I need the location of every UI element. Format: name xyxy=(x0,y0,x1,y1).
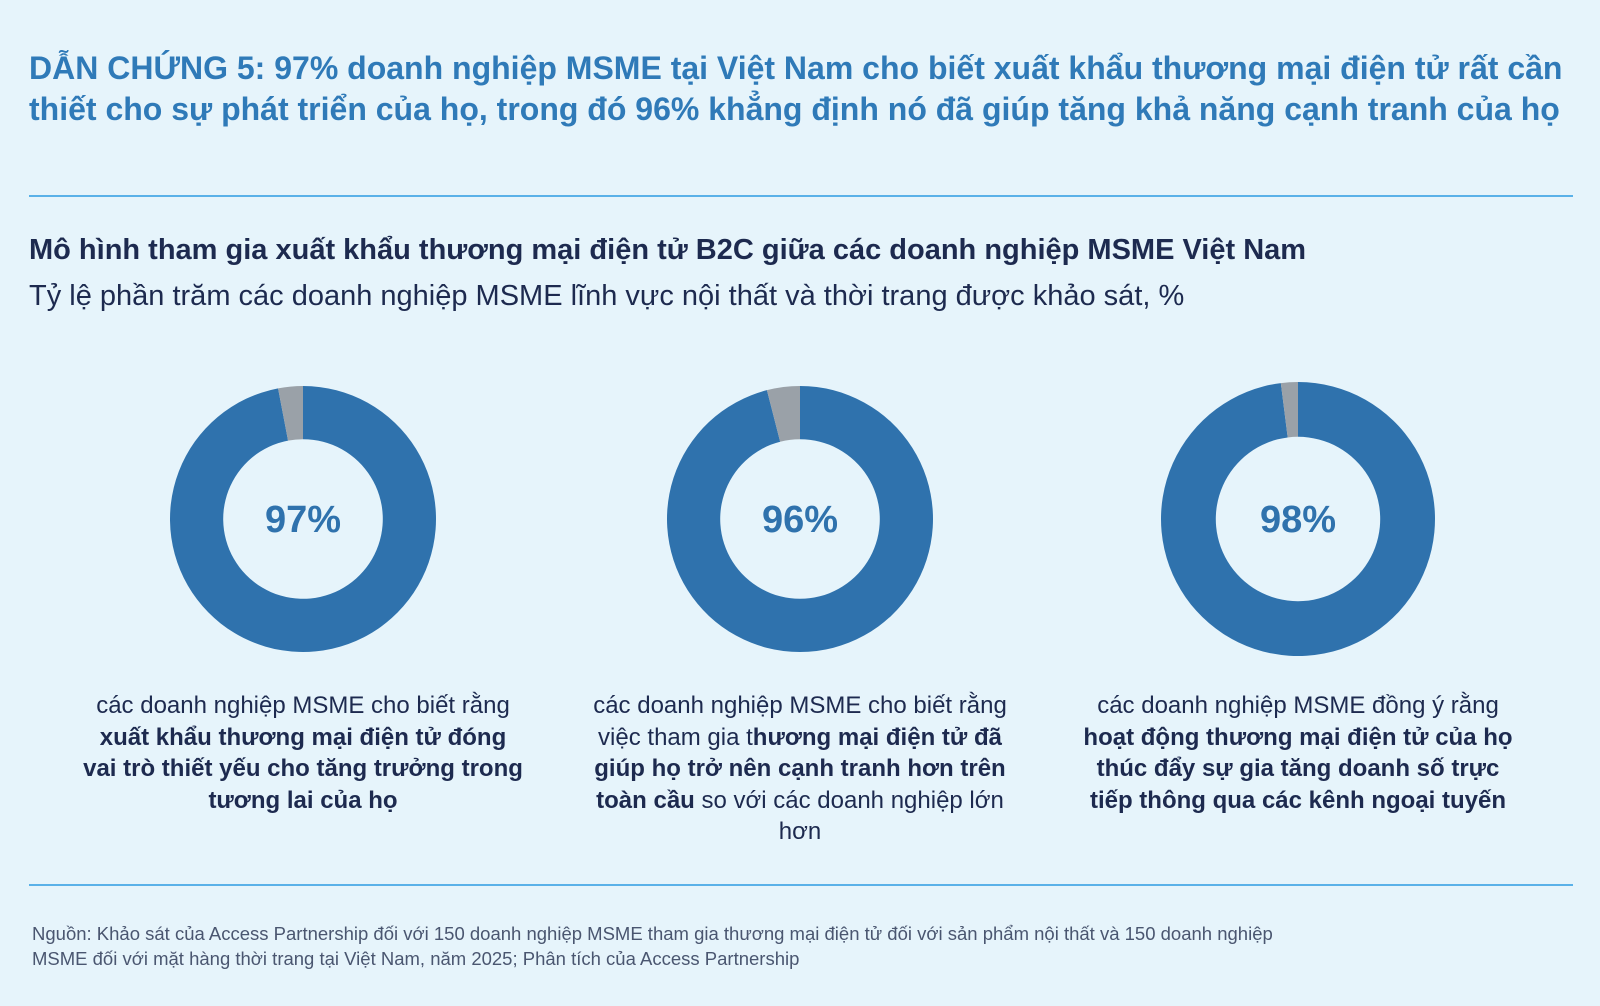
donut-1-caption-part-2: xuất khẩu thương mại điện tử đóng vai tr… xyxy=(83,723,523,814)
donut-1-value-segment xyxy=(170,386,437,653)
donut-2-value-label: 96% xyxy=(762,499,838,541)
donut-3-value-segment xyxy=(1160,382,1435,657)
donut-2-caption-part-1: các doanh nghiệp MSME cho biết rằng việc… xyxy=(593,692,1007,751)
donut-1-value-label: 97% xyxy=(265,499,341,541)
donut-3-caption-part-1: các doanh nghiệp MSME đồng ý rằng xyxy=(1097,692,1499,719)
source-note: Nguồn: Khảo sát của Access Partnership đ… xyxy=(32,923,1273,969)
donut-2-value-segment xyxy=(666,386,933,652)
donut-1-caption-part-1: các doanh nghiệp MSME cho biết rằng xyxy=(96,692,510,719)
donut-2-caption-part-3: so với các doanh nghiệp lớn hơn xyxy=(694,786,1004,846)
chart-title: Mô hình tham gia xuất khẩu thương mại đi… xyxy=(29,234,1307,266)
donut-2-caption-part-2: hương mại điện tử đã giúp họ trở nên cạn… xyxy=(594,723,1006,814)
donut-caption-3: các doanh nghiệp MSME đồng ý rằng hoạt đ… xyxy=(1078,690,1518,816)
donut-2-remainder-segment xyxy=(766,386,800,442)
donut-caption-1: các doanh nghiệp MSME cho biết rằng xuất… xyxy=(83,690,523,816)
donut-caption-2: các doanh nghiệp MSME cho biết rằng việc… xyxy=(580,690,1020,848)
donut-3-value-label: 98% xyxy=(1260,499,1336,541)
page-headline: DẪN CHỨNG 5: 97% doanh nghiệp MSME tại V… xyxy=(29,50,1563,127)
donut-1-remainder-segment xyxy=(278,386,303,441)
top-divider xyxy=(29,195,1573,197)
chart-subtitle: Tỷ lệ phần trăm các doanh nghiệp MSME lĩ… xyxy=(29,280,1185,312)
donut-3-remainder-segment xyxy=(1280,382,1298,438)
donut-3-caption-part-2: hoạt động thương mại điện tử của họ thúc… xyxy=(1083,723,1513,814)
bottom-divider xyxy=(29,884,1573,886)
